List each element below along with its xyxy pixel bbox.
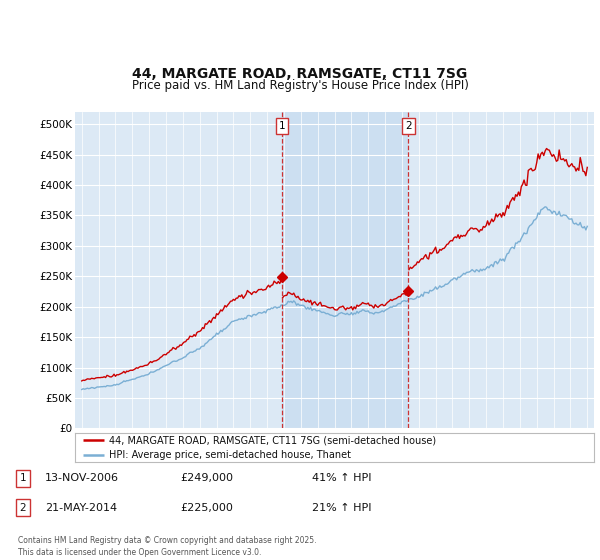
Text: 21% ↑ HPI: 21% ↑ HPI [312, 503, 371, 513]
Text: £249,000: £249,000 [180, 473, 233, 483]
Text: 1: 1 [278, 121, 285, 131]
Bar [282, 112, 409, 428]
Text: £225,000: £225,000 [180, 503, 233, 513]
Text: 21-MAY-2014: 21-MAY-2014 [45, 503, 117, 513]
Text: 44, MARGATE ROAD, RAMSGATE, CT11 7SG (semi-detached house): 44, MARGATE ROAD, RAMSGATE, CT11 7SG (se… [109, 435, 436, 445]
Text: 13-NOV-2006: 13-NOV-2006 [45, 473, 119, 483]
Text: Contains HM Land Registry data © Crown copyright and database right 2025.
This d: Contains HM Land Registry data © Crown c… [18, 536, 317, 557]
Text: 2: 2 [405, 121, 412, 131]
Text: 1: 1 [19, 473, 26, 483]
Text: 2: 2 [19, 503, 26, 513]
Text: 44, MARGATE ROAD, RAMSGATE, CT11 7SG: 44, MARGATE ROAD, RAMSGATE, CT11 7SG [133, 67, 467, 81]
Text: HPI: Average price, semi-detached house, Thanet: HPI: Average price, semi-detached house,… [109, 450, 351, 460]
Text: Price paid vs. HM Land Registry's House Price Index (HPI): Price paid vs. HM Land Registry's House … [131, 78, 469, 92]
Text: 41% ↑ HPI: 41% ↑ HPI [312, 473, 371, 483]
